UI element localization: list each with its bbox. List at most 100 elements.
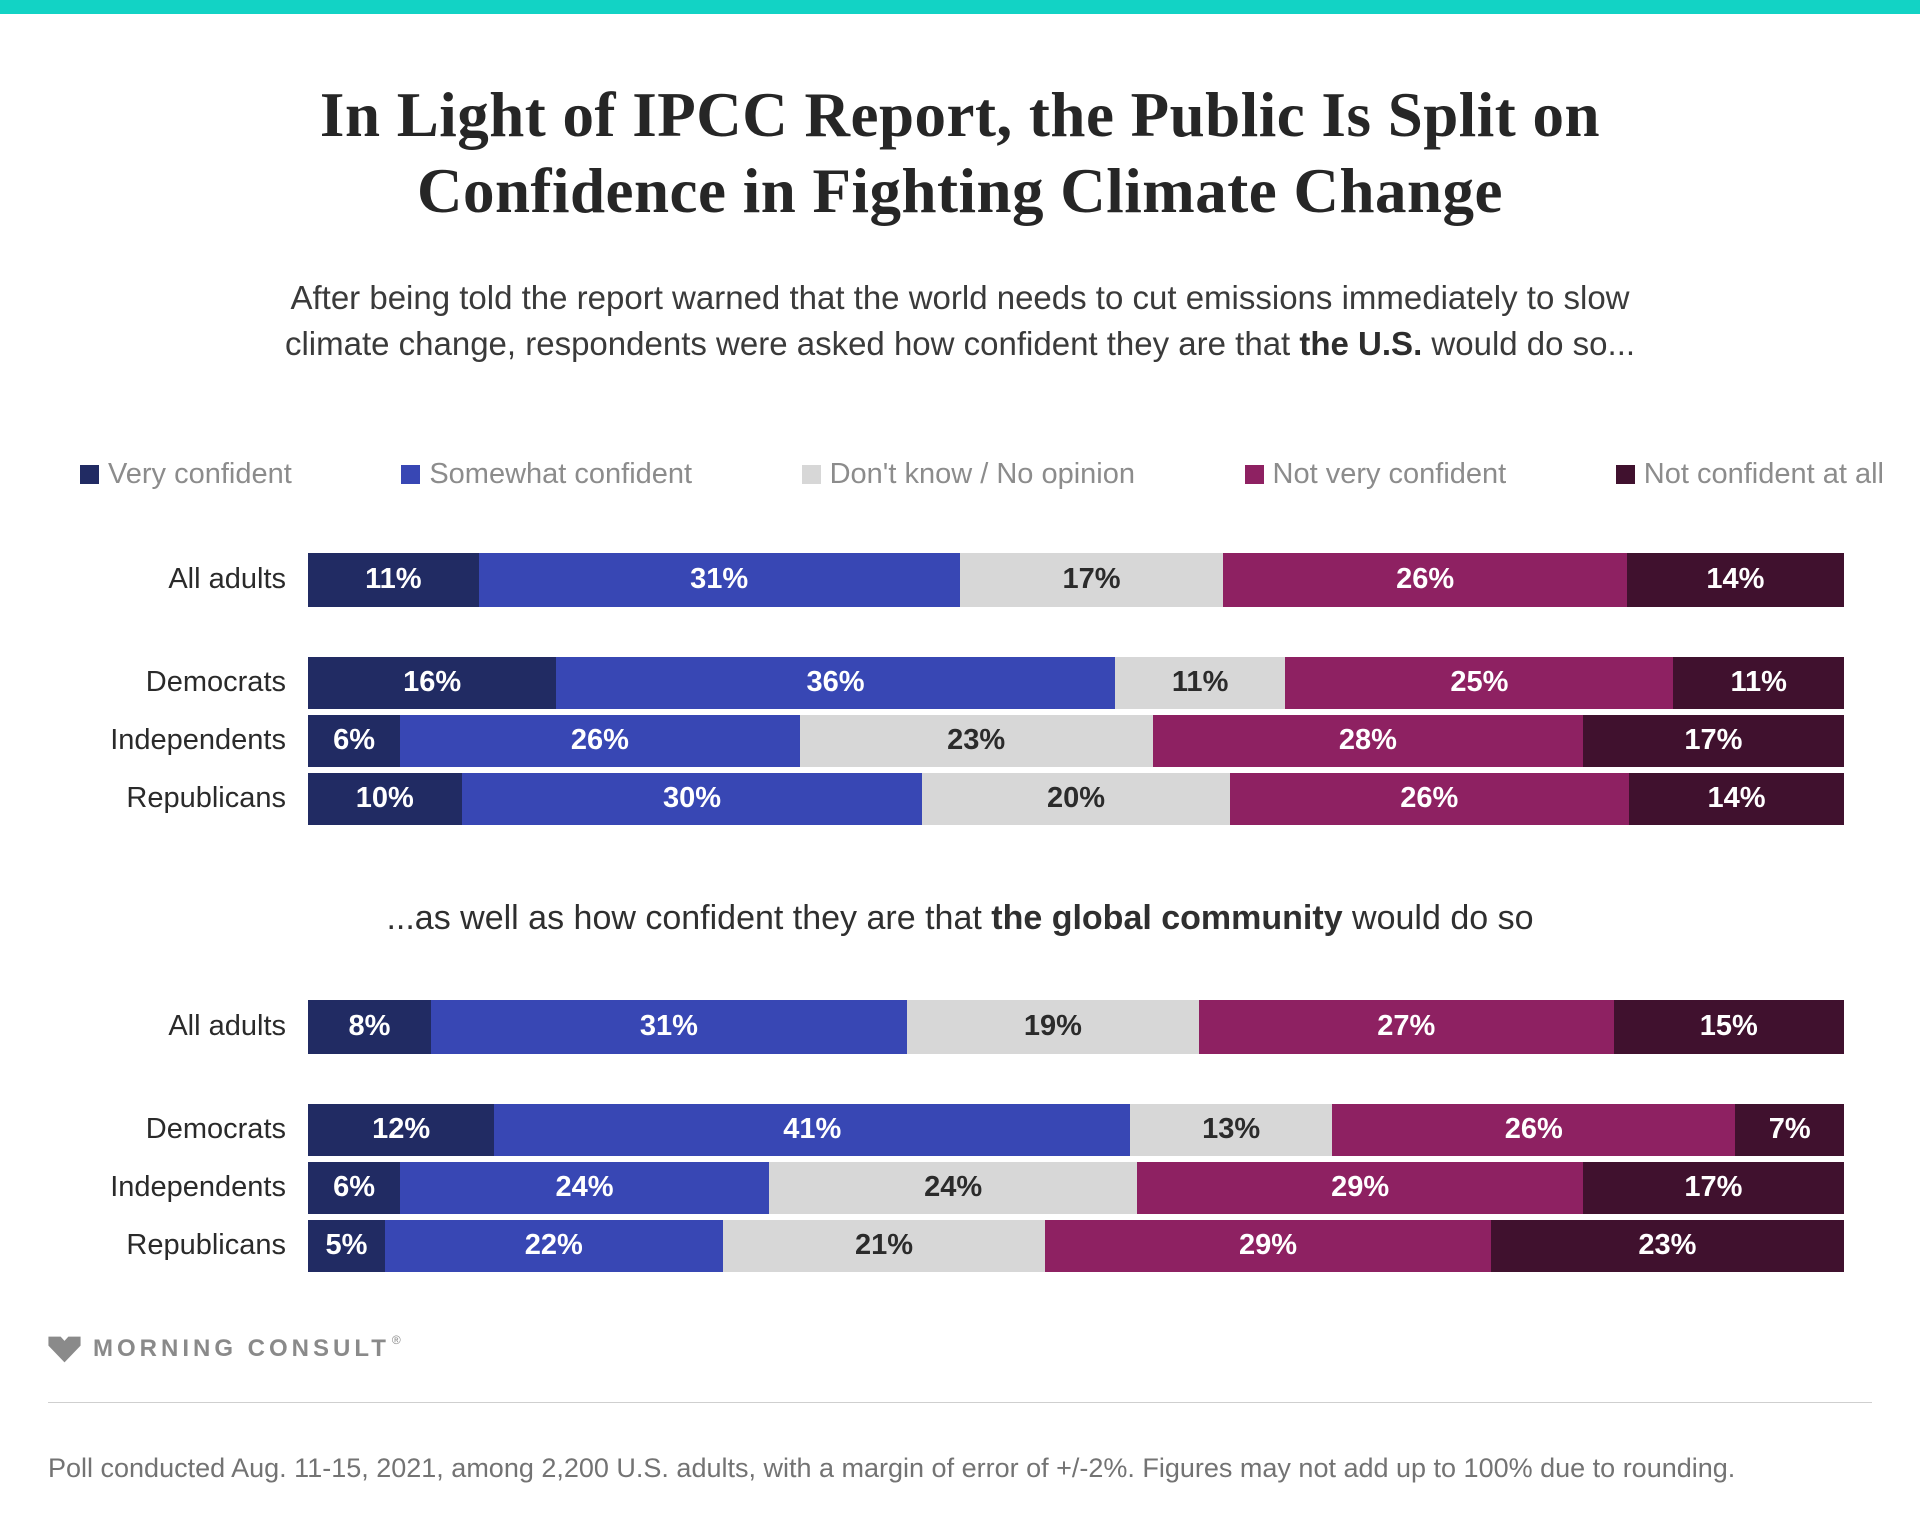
global-question-subtitle: ...as well as how confident they are tha… (0, 899, 1920, 938)
registered-trademark-mark: ® (391, 1332, 401, 1347)
legend-item-1: Somewhat confident (401, 458, 692, 491)
bar-segment-somewhat-confident: 30% (461, 772, 923, 825)
us-question-subtitle: After being told the report warned that … (0, 275, 1920, 367)
segment-value-label: 25% (1450, 666, 1509, 699)
logo-wordmark: MORNING CONSULT (93, 1334, 390, 1362)
bar-segment-very-confident: 6% (308, 1161, 401, 1214)
segment-value-label: 7% (1768, 1113, 1811, 1146)
bar-segment-very-confident: 10% (308, 772, 462, 825)
segment-value-label: 19% (1023, 1010, 1082, 1043)
methodology-note: Poll conducted Aug. 11-15, 2021, among 2… (48, 1452, 1736, 1483)
chart-row-independents: Independents 6% 24% 24% 29% 17% (48, 1161, 1844, 1214)
legend-item-4: Not confident at all (1615, 457, 1884, 491)
bar-segment-don-t-know-no-opinion: 20% (922, 772, 1230, 825)
bar-segment-not-very-confident: 26% (1223, 552, 1627, 607)
bar-segment-very-confident: 11% (308, 552, 479, 607)
row-label: Democrats (145, 1113, 286, 1146)
global-subtitle-bold: the global community (991, 898, 1343, 937)
bar-segment-not-confident-at-all: 14% (1628, 772, 1844, 825)
chart-legend: Very confident Somewhat confident Don't kn… (80, 458, 1884, 491)
segment-value-label: 11% (1730, 666, 1787, 699)
bar-segment-very-confident: 5% (308, 1219, 385, 1272)
infographic-page: In Light of IPCC Report, the Public Is S… (0, 0, 1920, 1484)
segment-value-label: 23% (947, 724, 1006, 757)
bar-segment-not-confident-at-all: 11% (1673, 656, 1845, 709)
legend-swatch-icon (801, 464, 821, 484)
bar-segment-very-confident: 6% (308, 714, 401, 767)
bar-segment-not-very-confident: 29% (1137, 1161, 1583, 1214)
subtitle-line-2-end: would do so... (1422, 325, 1636, 363)
segment-value-label: 10% (355, 782, 414, 815)
chart-row-all-adults: All adults 8% 31% 19% 27% 15% (48, 999, 1844, 1054)
subtitle-bold-us: the U.S. (1299, 325, 1423, 363)
subtitle-line-1: After being told the report warned that … (290, 279, 1630, 317)
global-subtitle-start: ...as well as how confident they are tha… (386, 898, 992, 937)
segment-value-label: 27% (1377, 1010, 1436, 1043)
us-confidence-chart: All adults 11% 31% 17% 26% 14% Democrats 16% 36%… (48, 552, 1845, 825)
segment-value-label: 24% (555, 1171, 614, 1204)
bar-segment-not-very-confident: 29% (1045, 1219, 1491, 1272)
segment-value-label: 17% (1684, 1171, 1743, 1204)
bar-segment-not-very-confident: 28% (1152, 714, 1583, 767)
footer-divider (48, 1401, 1872, 1403)
segment-value-label: 21% (854, 1229, 914, 1262)
legend-label: Not very confident (1272, 457, 1507, 490)
segment-value-label: 29% (1331, 1171, 1390, 1204)
stacked-bar: 6% 24% 24% 29% 17% (308, 1161, 1844, 1214)
stacked-bar: 6% 26% 23% 28% 17% (308, 714, 1844, 767)
row-label: Republicans (126, 1229, 286, 1262)
stacked-bar: 10% 30% 20% 26% 14% (308, 772, 1844, 825)
legend-item-0: Very confident (80, 458, 292, 491)
bar-segment-don-t-know-no-opinion: 21% (722, 1219, 1046, 1272)
subtitle-line-2-start: climate change, respondents were asked h… (284, 325, 1300, 363)
title-line-1: In Light of IPCC Report, the Public Is S… (319, 80, 1601, 150)
bar-segment-very-confident: 12% (308, 1103, 495, 1156)
title-line-2: Confidence in Fighting Climate Change (416, 155, 1504, 226)
segment-value-label: 31% (690, 563, 749, 596)
segment-value-label: 17% (1684, 724, 1743, 757)
segment-value-label: 26% (1504, 1113, 1563, 1146)
bar-segment-somewhat-confident: 31% (430, 999, 908, 1054)
footer: MORNING CONSULT ® Poll conducted Aug. 11… (48, 1334, 1872, 1484)
segment-value-label: 14% (1707, 782, 1766, 815)
legend-label: Don't know / No opinion (829, 457, 1135, 490)
header: In Light of IPCC Report, the Public Is S… (0, 78, 1920, 368)
legend-label: Not confident at all (1643, 457, 1884, 490)
segment-value-label: 28% (1338, 724, 1397, 757)
bar-segment-somewhat-confident: 22% (384, 1219, 723, 1272)
row-label: Independents (110, 724, 286, 757)
row-label: Independents (110, 1171, 286, 1204)
top-accent-bar (0, 0, 1920, 14)
bar-segment-not-very-confident: 26% (1332, 1103, 1736, 1156)
segment-value-label: 20% (1046, 782, 1106, 815)
segment-value-label: 26% (1396, 563, 1455, 596)
bar-segment-not-confident-at-all: 14% (1626, 552, 1844, 607)
row-label: All adults (168, 563, 286, 596)
bar-segment-don-t-know-no-opinion: 19% (907, 999, 1199, 1054)
segment-value-label: 11% (365, 563, 422, 596)
chart-row-all-adults: All adults 11% 31% 17% 26% 14% (48, 552, 1844, 607)
legend-swatch-icon (401, 464, 421, 484)
bar-segment-somewhat-confident: 24% (400, 1161, 769, 1214)
global-confidence-chart: All adults 8% 31% 19% 27% 15% Democrats 12% 41% 1… (48, 999, 1845, 1272)
legend-item-2: Don't know / No opinion (801, 457, 1135, 491)
segment-value-label: 13% (1202, 1113, 1261, 1146)
row-label: All adults (168, 1010, 286, 1043)
bar-segment-somewhat-confident: 26% (400, 714, 800, 767)
bar-segment-don-t-know-no-opinion: 23% (799, 714, 1153, 767)
bar-segment-don-t-know-no-opinion: 17% (959, 552, 1224, 607)
segment-value-label: 5% (325, 1229, 368, 1262)
segment-value-label: 6% (333, 1171, 376, 1204)
legend-swatch-icon (1244, 464, 1264, 484)
morning-consult-m-icon (48, 1336, 81, 1362)
chart-row-democrats: Democrats 12% 41% 13% 26% 7% (48, 1103, 1845, 1156)
bar-segment-not-confident-at-all: 17% (1582, 1161, 1844, 1214)
legend-label: Somewhat confident (429, 457, 693, 490)
stacked-bar: 5% 22% 21% 29% 23% (308, 1219, 1844, 1272)
bar-segment-not-very-confident: 27% (1198, 999, 1614, 1054)
segment-value-label: 17% (1062, 563, 1121, 596)
bar-segment-very-confident: 16% (308, 656, 557, 709)
bar-segment-not-very-confident: 25% (1285, 656, 1674, 709)
bar-segment-not-confident-at-all: 17% (1582, 714, 1844, 767)
segment-value-label: 22% (524, 1229, 583, 1262)
